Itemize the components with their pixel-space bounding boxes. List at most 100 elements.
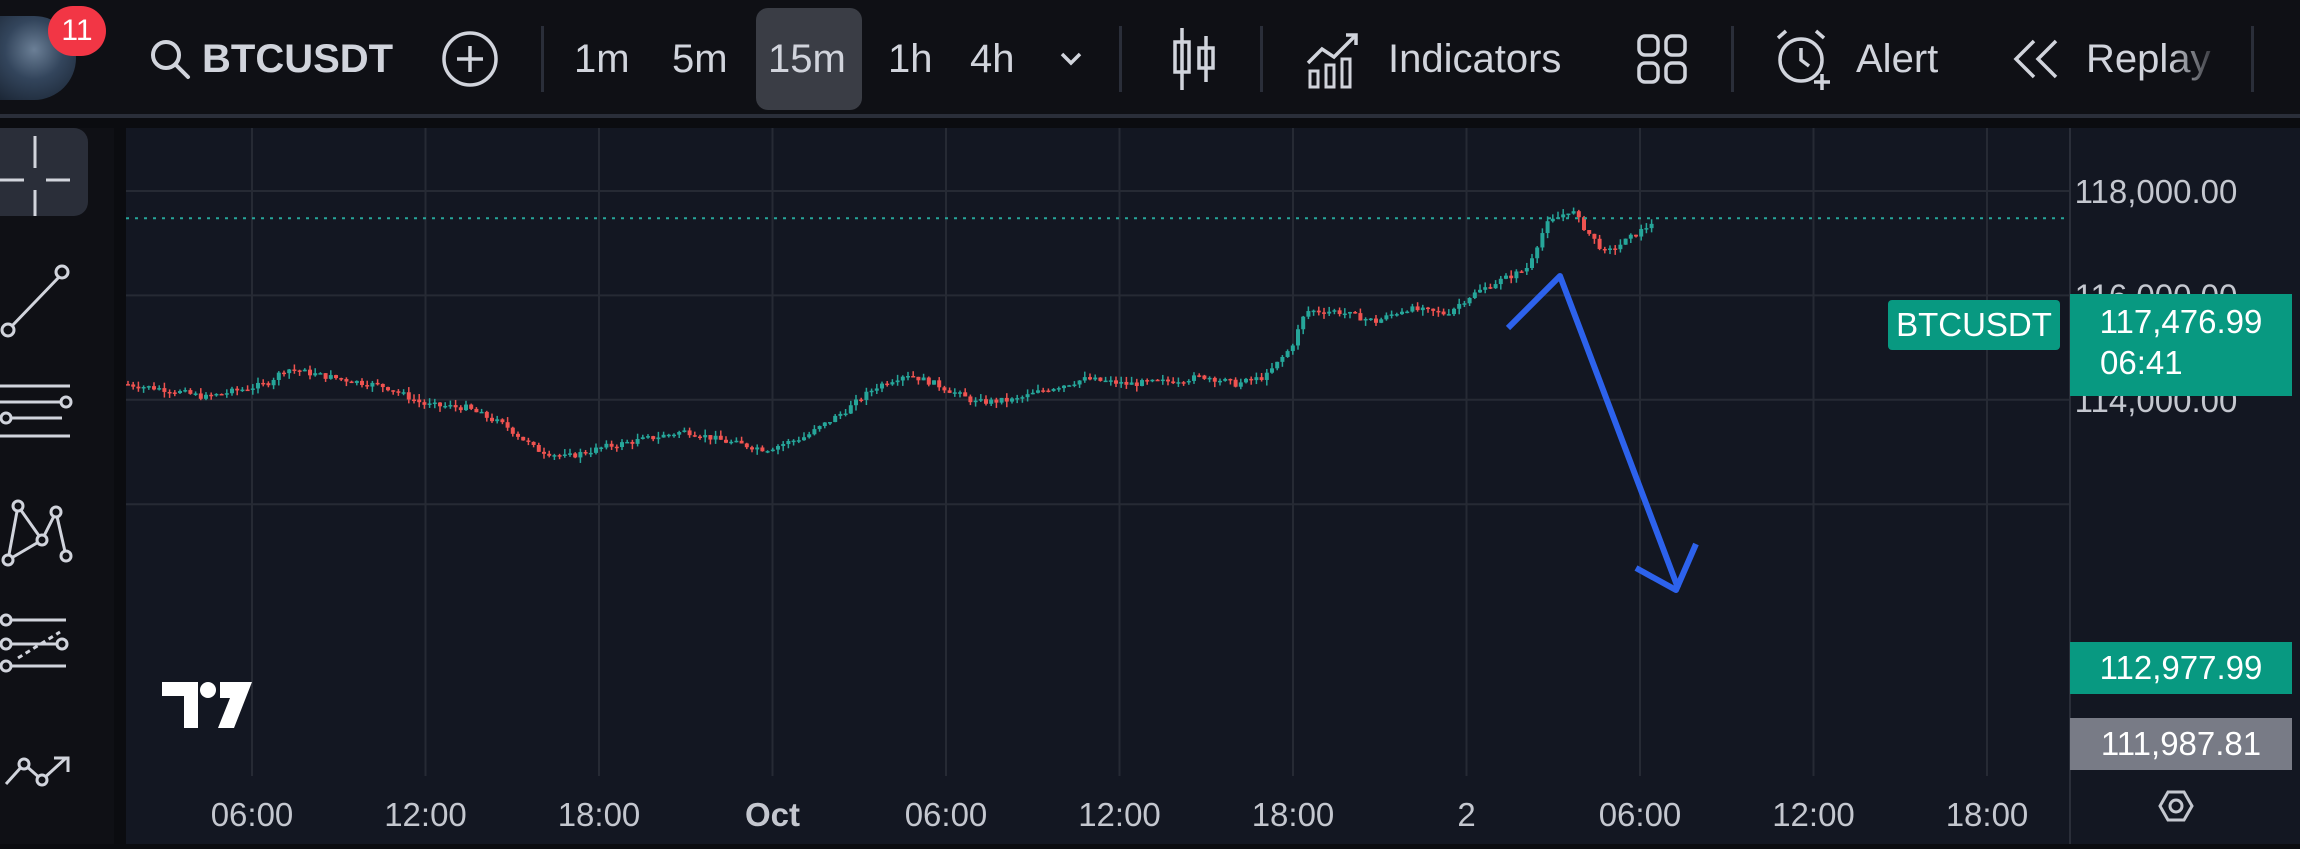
candle bbox=[1342, 308, 1347, 319]
candle bbox=[1056, 386, 1061, 392]
candle bbox=[718, 430, 723, 440]
candle bbox=[1160, 374, 1165, 385]
timeframe-15m[interactable]: 15m bbox=[768, 0, 846, 118]
candle bbox=[152, 382, 156, 391]
layout-button[interactable] bbox=[1636, 0, 1688, 118]
candle bbox=[328, 370, 333, 380]
time-tick-label: 2 bbox=[1457, 796, 1475, 833]
trendline-tool[interactable] bbox=[0, 254, 88, 342]
price-chart[interactable]: 120,000.00118,000.00116,000.00114,000.00… bbox=[126, 69, 2300, 844]
candle bbox=[1478, 284, 1482, 293]
candle bbox=[292, 364, 297, 374]
candle bbox=[698, 434, 702, 440]
candle bbox=[1608, 245, 1612, 255]
candle bbox=[1384, 312, 1389, 321]
candle bbox=[448, 400, 453, 409]
timeframe-1h[interactable]: 1h bbox=[888, 0, 933, 118]
candle bbox=[1327, 306, 1332, 316]
candle bbox=[1030, 389, 1035, 395]
candle bbox=[1181, 381, 1186, 386]
candle bbox=[1483, 282, 1488, 294]
candle bbox=[256, 377, 260, 394]
candle bbox=[1228, 378, 1233, 385]
candle bbox=[1613, 245, 1618, 255]
candle bbox=[380, 383, 385, 393]
candle bbox=[1426, 306, 1430, 313]
settings-icon[interactable] bbox=[2158, 790, 2194, 822]
candle bbox=[646, 434, 650, 439]
candle bbox=[781, 441, 786, 452]
candle bbox=[204, 392, 208, 401]
candle bbox=[214, 393, 219, 397]
fib-retracement-tool[interactable] bbox=[0, 376, 88, 464]
candle bbox=[443, 402, 448, 409]
candle bbox=[1488, 283, 1493, 290]
indicators-button[interactable]: Indicators bbox=[1304, 0, 1561, 118]
candle bbox=[1634, 234, 1638, 238]
candle bbox=[1197, 373, 1202, 378]
candle bbox=[906, 371, 910, 381]
candle bbox=[313, 368, 318, 377]
drawn-arrow-head[interactable] bbox=[1634, 542, 1699, 593]
candle bbox=[1358, 308, 1363, 321]
candle bbox=[1431, 308, 1436, 316]
candle bbox=[921, 373, 926, 381]
candle bbox=[848, 400, 853, 415]
candle bbox=[1103, 376, 1108, 383]
candle bbox=[952, 388, 957, 397]
candle bbox=[968, 394, 973, 406]
candle bbox=[666, 433, 671, 438]
candle bbox=[942, 385, 947, 394]
drawing-icon bbox=[4, 756, 70, 787]
candle bbox=[1155, 379, 1160, 382]
timeframe-dropdown[interactable] bbox=[1054, 0, 1088, 118]
forecast-tool[interactable] bbox=[0, 608, 88, 696]
candle bbox=[625, 439, 630, 444]
candle bbox=[755, 444, 760, 455]
candle bbox=[552, 453, 557, 460]
candle bbox=[422, 399, 427, 409]
candle bbox=[760, 445, 765, 452]
drawn-arrow[interactable] bbox=[1505, 273, 1681, 590]
alert-label: Alert bbox=[1856, 36, 1939, 81]
alert-button[interactable]: Alert bbox=[1772, 0, 1938, 118]
candle bbox=[1129, 376, 1134, 385]
chart-pane[interactable]: 120,000.00118,000.00116,000.00114,000.00… bbox=[126, 69, 2300, 844]
candle bbox=[188, 388, 193, 395]
timeframe-label: 15m bbox=[768, 36, 846, 81]
tradingview-logo bbox=[162, 682, 252, 728]
candle bbox=[1353, 310, 1358, 314]
path-tool[interactable] bbox=[0, 718, 88, 806]
candle bbox=[370, 380, 375, 392]
candle bbox=[1530, 253, 1534, 270]
candle bbox=[318, 372, 323, 375]
candle bbox=[1400, 308, 1404, 315]
timeframe-1m[interactable]: 1m bbox=[574, 0, 630, 118]
timeframe-5m[interactable]: 5m bbox=[672, 0, 728, 118]
crosshair-tool[interactable] bbox=[0, 128, 88, 220]
candle bbox=[640, 434, 645, 440]
candle bbox=[1405, 310, 1410, 314]
candle bbox=[1498, 275, 1503, 290]
candle bbox=[817, 425, 822, 432]
pattern-tool[interactable] bbox=[0, 494, 88, 582]
candle bbox=[1441, 308, 1446, 316]
candle bbox=[1088, 373, 1092, 381]
candle bbox=[354, 380, 359, 386]
symbol-search[interactable]: BTCUSDT bbox=[146, 0, 444, 118]
add-symbol-button[interactable] bbox=[440, 0, 500, 118]
candle bbox=[963, 388, 968, 397]
candle bbox=[999, 397, 1004, 405]
candle bbox=[209, 392, 214, 400]
chart-type-button[interactable] bbox=[1170, 0, 1218, 118]
candle bbox=[958, 390, 962, 398]
bar-countdown: 06:41 bbox=[2100, 344, 2183, 381]
candle bbox=[1587, 229, 1592, 236]
timeframe-4h[interactable]: 4h bbox=[970, 0, 1015, 118]
candle bbox=[750, 445, 754, 453]
candle bbox=[495, 415, 500, 424]
forecast-icon bbox=[0, 613, 69, 673]
candle bbox=[802, 432, 806, 441]
time-tick-label: 18:00 bbox=[558, 796, 641, 833]
candle bbox=[812, 425, 817, 436]
